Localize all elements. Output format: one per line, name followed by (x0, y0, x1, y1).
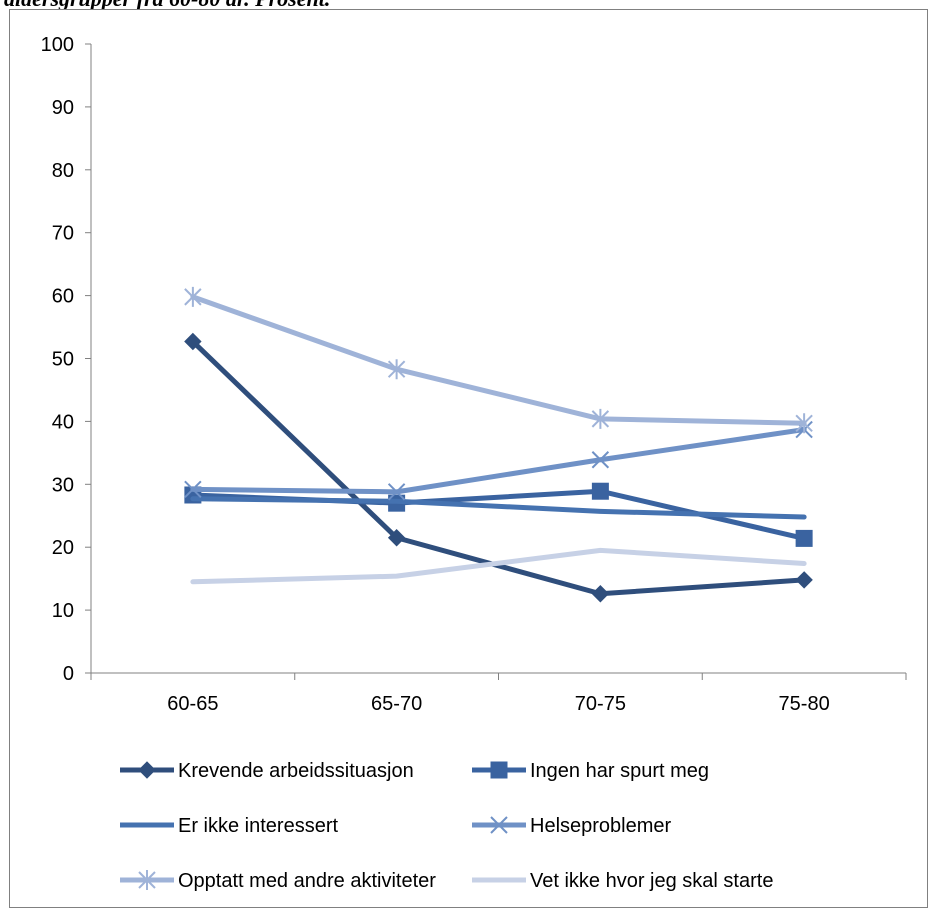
legend-item: Opptatt med andre aktiviteter (120, 870, 436, 892)
series-line (190, 547, 807, 585)
y-tick-label: 70 (52, 223, 74, 245)
data-point (591, 482, 609, 500)
legend-item: Helseproblemer (472, 815, 672, 837)
x-tick-label: 60-65 (167, 693, 218, 715)
y-tick-label: 10 (52, 600, 74, 622)
axes: 0 10 20 30 40 50 60 70 80 90 100 60-65 65-70 70-75 75-… (41, 34, 907, 715)
legend: Krevende arbeidssituasjon Ingen har spurt… (120, 760, 773, 892)
legend-label: Krevende arbeidssituasjon (178, 760, 414, 782)
data-point (591, 585, 610, 603)
legend-label: Ingen har spurt meg (530, 760, 709, 782)
legend-item: Er ikke interessert (120, 815, 338, 837)
data-point (387, 529, 406, 547)
y-tick-label: 20 (52, 537, 74, 559)
y-tick-label: 90 (52, 97, 74, 119)
legend-marker (138, 761, 156, 779)
y-tick-label: 40 (52, 411, 74, 433)
series-line (190, 294, 807, 426)
data-point (795, 571, 813, 589)
legend-label: Helseproblemer (530, 815, 672, 837)
y-tick-label: 50 (52, 349, 74, 371)
chart-frame (9, 9, 928, 908)
x-tick-label: 75-80 (779, 693, 830, 715)
y-tick-label: 60 (52, 286, 74, 308)
y-tick-label: 0 (63, 663, 74, 685)
data-point (795, 413, 813, 434)
series-line (190, 427, 807, 495)
legend-item: Krevende arbeidssituasjon (120, 760, 414, 782)
legend-marker (490, 816, 508, 834)
data-point (387, 483, 406, 501)
legend-label: Er ikke interessert (178, 815, 338, 837)
x-tick-label: 65-70 (371, 693, 422, 715)
y-tick-label: 100 (41, 34, 74, 56)
data-point (184, 286, 202, 307)
legend-item: Vet ikke hvor jeg skal starte (472, 870, 773, 892)
legend-marker (490, 761, 508, 779)
y-tick-label: 30 (52, 474, 74, 496)
plot-area (184, 286, 813, 603)
legend-label: Vet ikke hvor jeg skal starte (530, 870, 773, 892)
legend-item: Ingen har spurt meg (472, 760, 709, 782)
data-point (591, 451, 610, 469)
y-tick-label: 80 (52, 160, 74, 182)
data-point (387, 359, 406, 380)
data-point (184, 480, 202, 499)
series-line (190, 496, 807, 520)
data-point (184, 332, 202, 351)
legend-marker (138, 870, 156, 890)
figure-caption: aldersgrupper fra 60-80 år. Prosent. (4, 0, 330, 12)
x-tick-label: 70-75 (575, 693, 626, 715)
data-point (591, 408, 610, 429)
legend-label: Opptatt med andre aktiviteter (178, 870, 436, 892)
data-point (795, 529, 813, 547)
